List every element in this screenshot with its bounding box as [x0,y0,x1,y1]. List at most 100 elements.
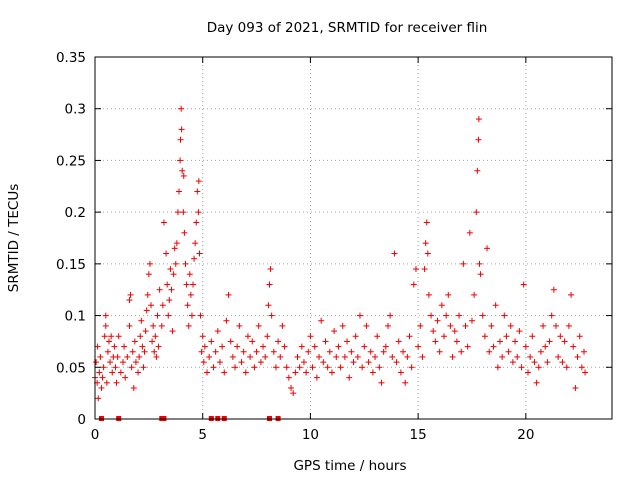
data-point [223,317,230,324]
data-point [316,353,323,360]
data-point [272,364,279,371]
data-point [421,266,428,273]
data-point [153,353,160,360]
data-point [555,353,562,360]
data-point [363,322,370,329]
data-point [488,322,495,329]
data-point [466,229,473,236]
data-point [552,322,559,329]
data-point [400,348,407,355]
data-point [186,271,193,278]
data-point [164,281,171,288]
grid-lines [95,57,612,419]
data-point [194,188,201,195]
data-point [369,369,376,376]
data-point [490,343,497,350]
data-point [244,333,251,340]
data-point [434,317,441,324]
data-point [249,338,256,345]
data-point [367,348,374,355]
data-point [108,333,115,340]
data-point [333,353,340,360]
data-point [456,312,463,319]
data-point [200,359,207,366]
data-point [265,302,272,309]
data-point [140,364,147,371]
data-point [460,260,467,267]
data-point [512,338,519,345]
data-point [410,281,417,288]
data-point [247,353,254,360]
data-point [533,379,540,386]
data-point [195,209,202,216]
data-points [92,105,589,402]
data-point [374,333,381,340]
data-point [328,369,335,376]
data-point [181,229,188,236]
data-point [292,369,299,376]
data-point [260,343,267,350]
data-point [192,240,199,247]
data-point [451,328,458,335]
data-point [365,359,372,366]
y-axis-ticks: 0 0.05 0.1 0.15 0.2 0.25 0.3 0.35 [56,50,612,428]
data-point [535,364,542,371]
data-point [120,359,127,366]
data-point [204,369,211,376]
data-point [177,136,184,143]
data-point [486,348,493,355]
plot-frame [94,56,613,420]
data-point [170,271,177,278]
data-point [208,338,215,345]
data-point [408,364,415,371]
y-tick-label: 0.35 [56,50,86,66]
data-point [144,291,151,298]
data-point [378,379,385,386]
data-point [257,359,264,366]
data-point [109,369,116,376]
data-point [121,343,128,350]
x-tick-label: 10 [302,427,319,443]
data-point [236,322,243,329]
data-point [476,260,483,267]
data-point [372,353,379,360]
data-point [509,359,516,366]
data-point [174,209,181,216]
x-tick-label: 20 [517,427,534,443]
data-point [262,353,269,360]
data-point [193,219,200,226]
data-point [285,374,292,381]
data-point [402,379,409,386]
data-point [475,136,482,143]
data-point [397,369,404,376]
data-point [178,126,185,133]
data-point [99,374,106,381]
data-point [270,348,277,355]
data-point [126,297,133,304]
data-point [344,338,351,345]
data-point [406,333,413,340]
data-point [97,353,104,360]
data-point [440,333,447,340]
data-point [281,343,288,350]
data-point [95,395,102,402]
data-point [199,333,206,340]
data-point [524,369,531,376]
data-point [337,364,344,371]
data-point [503,333,510,340]
data-point [152,333,159,340]
data-point [172,260,179,267]
data-point [191,255,198,262]
y-tick-label: 0.1 [65,309,86,325]
x-tick-label: 15 [410,427,427,443]
x-tick-label: 5 [198,427,207,443]
data-point [419,353,426,360]
data-point [130,384,137,391]
y-tick-label: 0.15 [56,257,86,273]
data-point [94,343,101,350]
data-point [417,322,424,329]
data-point [115,333,122,340]
data-point [210,364,217,371]
data-point [311,343,318,350]
data-point [479,312,486,319]
